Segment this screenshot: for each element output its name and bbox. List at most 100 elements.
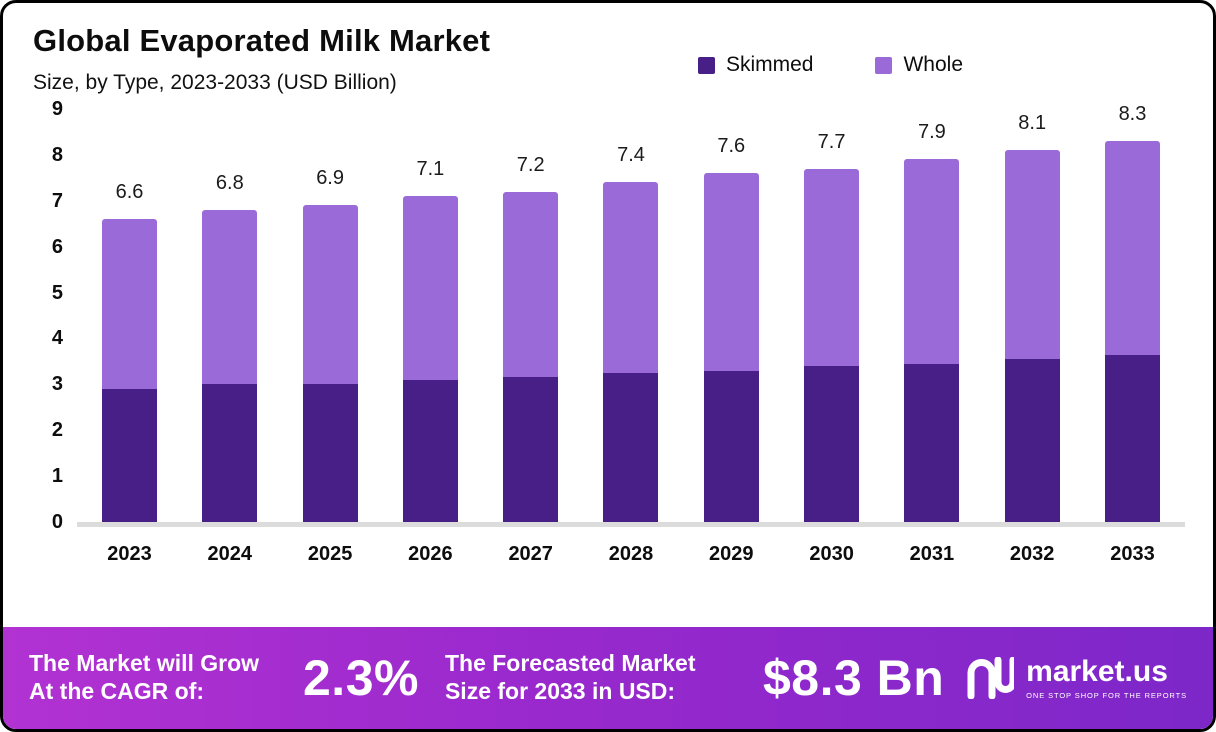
bar-total-label: 6.8 [215,171,244,194]
bar-2023: 6.6 [102,181,157,522]
x-label-2023: 2023 [107,543,152,565]
y-axis: 0 1 2 3 4 5 6 7 8 9 [29,99,77,566]
bar-2028: 7.4 [603,144,659,522]
segment-whole [1104,141,1160,355]
market-us-logo: market.us ONE STOP SHOP FOR THE REPORTS [966,654,1187,700]
segment-whole [904,159,960,364]
segment-whole [603,182,659,373]
segment-skimmed [102,388,157,522]
y-tick-1: 1 [51,465,63,488]
segment-whole [503,191,559,378]
plot-area: 6.6 6.8 6.9 7.1 7.2 7.4 7.6 7.7 7.9 8.1 8.3 [77,103,1185,527]
x-label-2026: 2026 [408,543,453,565]
x-label-2024: 2024 [207,543,253,565]
bar-stack [904,159,960,522]
segment-whole [302,205,358,385]
y-tick-5: 5 [51,281,63,304]
y-tick-6: 6 [51,235,63,258]
x-axis: 2023 2024 2025 2026 2027 2028 2029 2030 2031 2032… [77,527,1185,566]
bar-total-label: 8.3 [1118,103,1147,126]
x-label-2025: 2025 [307,543,353,565]
legend-label: Skimmed [725,53,814,76]
bar-2024: 6.8 [202,171,258,522]
y-tick-2: 2 [51,419,63,442]
legend-swatch [875,56,893,74]
bar-2025: 6.9 [302,167,358,522]
x-label-2030: 2030 [809,543,854,565]
bar-total-label: 8.1 [1018,112,1047,135]
legend-label: Whole [903,53,963,76]
segment-skimmed [302,384,358,522]
segment-skimmed [503,377,559,522]
bar-stack [1004,150,1060,522]
bar-stack [402,196,458,522]
y-tick-9: 9 [51,98,63,120]
x-label-2031: 2031 [909,543,955,565]
legend-item-skimmed: Skimmed [697,53,814,77]
bar-2032: 8.1 [1004,112,1060,522]
bar-total-label: 7.9 [917,121,946,144]
bar-stack [804,168,860,522]
bar-stack [102,219,157,522]
segment-whole [402,196,458,380]
segment-skimmed [402,379,458,522]
bar-total-label: 6.6 [115,181,144,204]
segment-skimmed [804,365,860,522]
bar-total-label: 7.6 [717,135,746,158]
bar-2029: 7.6 [703,135,759,522]
forecast-label: The Forecasted Market Size for 2033 in U… [444,650,696,704]
y-tick-8: 8 [51,143,63,166]
bar-2027: 7.2 [503,153,559,522]
legend: Skimmed Whole [697,53,1185,77]
chart-subtitle: Size, by Type, 2023-2033 (USD Billion) [33,71,397,94]
y-tick-0: 0 [51,511,63,533]
chart-card: Global Evaporated Milk Market Size, by T… [3,3,1213,627]
chart-header: Global Evaporated Milk Market Size, by T… [29,17,1185,99]
x-label-2032: 2032 [1009,543,1055,565]
segment-skimmed [202,384,258,522]
x-label-2027: 2027 [508,543,553,565]
bar-2030: 7.7 [804,130,860,522]
bar-total-label: 6.9 [316,167,344,190]
segment-skimmed [904,363,960,522]
segment-whole [703,173,759,371]
market-us-logo-icon [967,657,1015,699]
x-label-2033: 2033 [1110,543,1155,565]
cagr-value: 2.3% [303,650,419,706]
bar-stack [202,209,258,522]
stacked-bar-chart: 0 1 2 3 4 5 6 7 8 9 6.6 6.8 6.9 7.1 7.2 7.4 7.6 7.7 7.9 8.… [29,99,1185,566]
segment-skimmed [1004,359,1060,522]
y-tick-4: 4 [51,327,63,350]
plot-wrap: 6.6 6.8 6.9 7.1 7.2 7.4 7.6 7.7 7.9 8.1 8.3 2023 20… [77,103,1185,566]
y-tick-3: 3 [51,373,63,396]
y-tick-7: 7 [51,189,63,212]
title-block: Global Evaporated Milk Market Size, by T… [29,17,490,99]
brand-tagline: ONE STOP SHOP FOR THE REPORTS [1026,690,1187,700]
segment-whole [102,219,157,389]
footer-banner: The Market will Grow At the CAGR of: 2.3… [3,627,1213,729]
bar-stack [1104,141,1160,522]
bar-total-label: 7.1 [416,158,445,181]
segment-skimmed [603,372,659,522]
bar-stack [302,205,358,522]
bar-stack [603,182,659,522]
cagr-label: The Market will Grow At the CAGR of: [29,650,260,704]
legend-swatch [697,56,715,74]
segment-skimmed [1104,354,1160,522]
brand-text: market.us ONE STOP SHOP FOR THE REPORTS [1026,654,1187,700]
bar-2031: 7.9 [904,121,960,522]
x-label-2029: 2029 [709,543,754,565]
segment-whole [1004,150,1060,360]
chart-title: Global Evaporated Milk Market [33,23,491,58]
segment-whole [804,168,860,366]
bar-total-label: 7.4 [617,144,645,167]
segment-skimmed [703,370,759,522]
segment-whole [202,209,258,385]
legend-item-whole: Whole [875,53,963,77]
bar-total-label: 7.7 [817,130,846,153]
brand-name: market.us [1026,654,1168,688]
bar-stack [503,191,559,522]
bar-total-label: 7.2 [516,153,545,176]
bar-stack [703,173,759,522]
